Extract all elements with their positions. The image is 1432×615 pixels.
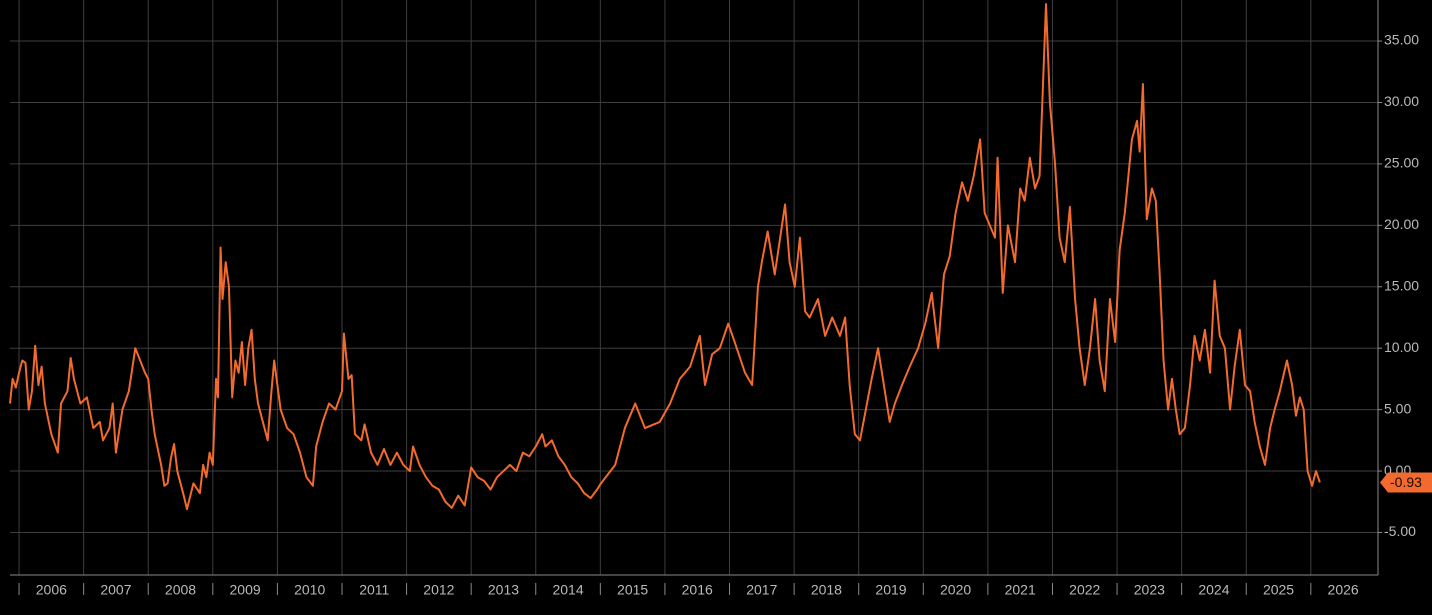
x-tick-label: 2013 — [488, 582, 519, 598]
y-tick-label: 20.00 — [1384, 216, 1419, 232]
x-tick-label: 2009 — [230, 582, 261, 598]
x-tick-label: 2012 — [423, 582, 454, 598]
x-tick-label: 2011 — [359, 582, 389, 598]
y-tick-label: 5.00 — [1384, 400, 1411, 416]
y-tick-label: 35.00 — [1384, 32, 1419, 48]
y-tick-label: 10.00 — [1384, 339, 1419, 355]
x-tick-label: 2016 — [682, 582, 713, 598]
x-tick-label: 2019 — [875, 582, 906, 598]
x-tick-label: 2021 — [1005, 582, 1036, 598]
y-tick-label: 15.00 — [1384, 277, 1419, 293]
y-tick-label: -5.00 — [1384, 523, 1416, 539]
x-tick-label: 2018 — [811, 582, 842, 598]
x-tick-label: 2007 — [100, 582, 131, 598]
y-tick-label: 25.00 — [1384, 155, 1419, 171]
last-value-box — [1380, 472, 1432, 493]
x-tick-label: 2017 — [746, 582, 777, 598]
x-tick-label: 2022 — [1069, 582, 1100, 598]
x-tick-label: 2025 — [1263, 582, 1294, 598]
x-tick-label: 2010 — [294, 582, 325, 598]
x-tick-label: 2014 — [552, 582, 583, 598]
x-tick-label: 2024 — [1198, 582, 1229, 598]
x-tick-label: 2020 — [940, 582, 971, 598]
y-tick-label: 30.00 — [1384, 93, 1419, 109]
last-value-tag: -0.93 — [1380, 472, 1432, 493]
x-tick-label: 2015 — [617, 582, 648, 598]
x-tick-label: 2006 — [36, 582, 67, 598]
last-value-label: -0.93 — [1390, 474, 1422, 490]
data-line — [9, 3, 1321, 511]
x-tick-label: 2008 — [165, 582, 196, 598]
x-tick-label: 2023 — [1134, 582, 1165, 598]
x-tick-label: 2026 — [1328, 582, 1359, 598]
